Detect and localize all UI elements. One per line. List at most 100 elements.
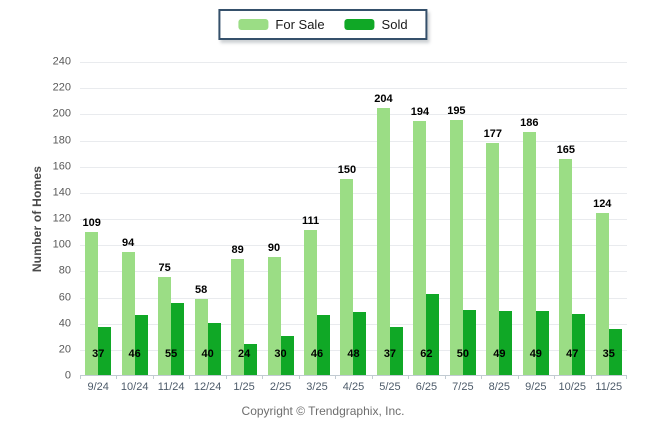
for-sale-value-label: 75 bbox=[158, 261, 171, 274]
gridline-180 bbox=[80, 140, 627, 142]
sold-value-label: 47 bbox=[566, 348, 579, 360]
x-tick-label-5-25: 5/25 bbox=[379, 381, 401, 393]
bar-for-sale-4-25: 150 bbox=[338, 164, 356, 375]
bar-pair-11-25: 124 bbox=[591, 62, 627, 375]
bar-pair-6-25: 194 bbox=[408, 62, 444, 375]
bar-pair-10-25: 165 bbox=[554, 62, 590, 375]
bar-pair-1-25: 89 bbox=[226, 62, 262, 375]
x-tick-label-1-25: 1/25 bbox=[233, 381, 255, 393]
bar-for-sale-6-25: 194 bbox=[411, 107, 429, 375]
bar-sold-6-25 bbox=[426, 293, 440, 375]
bar-for-sale-7-25: 195 bbox=[447, 105, 466, 375]
gridline-160 bbox=[80, 166, 627, 168]
x-tick-label-7-25: 7/25 bbox=[452, 381, 474, 393]
bar-group-4-25: 150 48 4/25 bbox=[335, 62, 371, 393]
for-sale-value-label: 90 bbox=[267, 242, 281, 255]
y-axis-title: Number of Homes bbox=[30, 165, 44, 273]
bar-pair-9-25: 186 bbox=[518, 62, 554, 375]
sold-value-label: 35 bbox=[602, 348, 615, 360]
bar-pair-11-24: 75 bbox=[153, 62, 189, 375]
bar-group-7-25: 195 50 7/25 bbox=[445, 62, 481, 393]
sold-value-label: 62 bbox=[420, 348, 433, 360]
for-sale-value-label: 94 bbox=[122, 237, 135, 250]
gridline-100 bbox=[80, 245, 627, 247]
bar-group-6-25: 194 62 6/25 bbox=[408, 62, 444, 393]
sold-value-label: 37 bbox=[92, 348, 105, 360]
x-axis-tick bbox=[626, 375, 627, 379]
sold-value-label: 37 bbox=[383, 348, 397, 360]
x-tick-label-6-25: 6/25 bbox=[415, 381, 438, 393]
bar-pair-9-24: 109 bbox=[80, 62, 116, 375]
gridline-60 bbox=[80, 297, 627, 299]
x-axis-tick bbox=[444, 375, 446, 379]
y-tick-label-20: 20 bbox=[58, 343, 71, 356]
sold-value-label: 24 bbox=[237, 348, 251, 360]
bar-group-2-25: 90 30 2/25 bbox=[262, 62, 298, 393]
for-sale-value-label: 111 bbox=[301, 214, 320, 227]
bar-pair-7-25: 195 bbox=[445, 62, 481, 375]
bar-pair-12-24: 58 bbox=[189, 62, 225, 375]
bar-sold-1-25 bbox=[244, 343, 258, 375]
bar-for-sale-11-24: 75 bbox=[158, 262, 172, 375]
for-sale-value-label: 194 bbox=[410, 106, 430, 119]
bar-sold-11-24 bbox=[171, 303, 185, 375]
bar-group-9-24: 109 37 9/24 bbox=[80, 62, 116, 393]
for-sale-value-label: 150 bbox=[337, 163, 357, 176]
y-tick-label-60: 60 bbox=[58, 291, 71, 303]
bar-group-11-25: 124 35 11/25 bbox=[591, 62, 627, 392]
bar-sold-11-25 bbox=[608, 329, 622, 375]
sold-value-label: 50 bbox=[456, 348, 469, 360]
bar-sold-4-25 bbox=[353, 312, 367, 375]
gridline-200 bbox=[80, 114, 627, 116]
x-axis-tick bbox=[189, 375, 191, 379]
x-axis-tick bbox=[116, 375, 118, 379]
bar-for-sale-9-25: 186 bbox=[520, 117, 538, 375]
bar-pair-10-24: 94 bbox=[116, 62, 152, 375]
sold-value-label: 48 bbox=[347, 348, 360, 360]
bar-for-sale-9-24: 109 bbox=[83, 218, 101, 375]
legend-label: For Sale bbox=[275, 17, 325, 32]
bar-sold-10-24 bbox=[134, 314, 148, 375]
for-sale-value-label: 124 bbox=[593, 197, 612, 210]
x-tick-label-10-25: 10/25 bbox=[558, 381, 587, 393]
sold-value-label: 46 bbox=[310, 348, 324, 360]
bar-sold-9-25 bbox=[535, 310, 549, 375]
x-tick-label-9-25: 9/25 bbox=[525, 381, 547, 393]
for-sale-value-label: 109 bbox=[82, 217, 101, 230]
x-axis-tick bbox=[554, 375, 556, 379]
y-tick-label-100: 100 bbox=[52, 238, 71, 251]
bar-pair-5-25: 204 bbox=[372, 62, 408, 375]
x-tick-label-11-25: 11/25 bbox=[595, 381, 623, 393]
bar-group-1-25: 89 24 1/25 bbox=[226, 62, 262, 393]
plot-area: 0 20 40 60 80 100 120 140 160 180 200 220 240 109 37 9/… bbox=[53, 56, 627, 393]
legend-swatch-sold bbox=[344, 19, 375, 30]
y-tick-label-220: 220 bbox=[52, 81, 71, 94]
bar-for-sale-8-25: 177 bbox=[484, 129, 502, 375]
bar-sold-12-24 bbox=[207, 322, 221, 375]
x-axis-tick bbox=[517, 375, 519, 379]
bar-for-sale-2-25: 90 bbox=[267, 243, 281, 375]
x-tick-label-12-24: 12/24 bbox=[193, 381, 222, 393]
bar-for-sale-1-25: 89 bbox=[231, 244, 245, 375]
bar-pair-2-25: 90 bbox=[262, 62, 298, 375]
bar-group-3-25: 111 46 3/25 bbox=[299, 62, 335, 393]
bar-sold-8-25 bbox=[499, 310, 513, 375]
sold-value-label: 55 bbox=[165, 348, 178, 360]
bar-for-sale-5-25: 204 bbox=[374, 94, 393, 375]
x-axis-tick bbox=[371, 375, 373, 379]
x-axis-tick bbox=[590, 375, 592, 379]
gridline-220 bbox=[80, 88, 627, 90]
bar-for-sale-10-25: 165 bbox=[557, 145, 575, 375]
sold-value-label: 49 bbox=[529, 348, 542, 360]
x-tick-label-4-25: 4/25 bbox=[342, 381, 365, 393]
bar-group-10-25: 165 47 10/25 bbox=[554, 62, 590, 393]
gridline-80 bbox=[80, 271, 627, 273]
x-tick-label-8-25: 8/25 bbox=[488, 381, 511, 393]
legend-swatch-for-sale bbox=[238, 19, 269, 30]
for-sale-value-label: 186 bbox=[520, 116, 539, 129]
x-axis-tick bbox=[481, 375, 483, 379]
y-tick-label-0: 0 bbox=[64, 369, 71, 382]
x-axis-tick bbox=[262, 375, 264, 379]
x-tick-label-9-24: 9/24 bbox=[87, 381, 109, 393]
